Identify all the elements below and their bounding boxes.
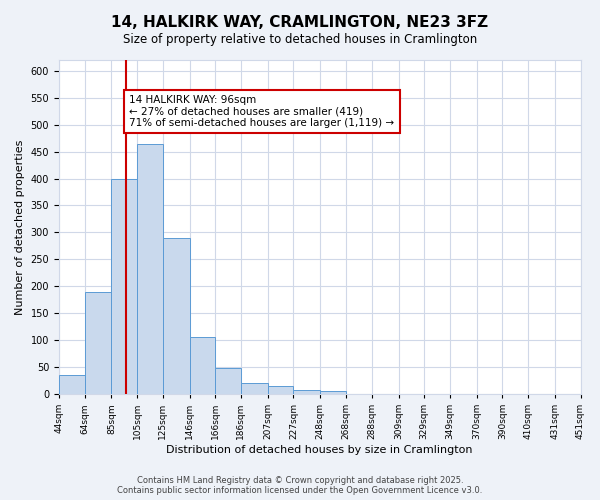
Bar xyxy=(112,178,137,394)
Bar xyxy=(85,292,112,394)
Bar xyxy=(137,144,163,394)
Text: 14, HALKIRK WAY, CRAMLINGTON, NE23 3FZ: 14, HALKIRK WAY, CRAMLINGTON, NE23 3FZ xyxy=(112,15,488,30)
Text: 14 HALKIRK WAY: 96sqm
← 27% of detached houses are smaller (419)
71% of semi-det: 14 HALKIRK WAY: 96sqm ← 27% of detached … xyxy=(130,95,394,128)
Bar xyxy=(215,368,241,394)
Bar xyxy=(268,386,293,394)
Bar xyxy=(59,375,85,394)
Y-axis label: Number of detached properties: Number of detached properties xyxy=(15,140,25,314)
X-axis label: Distribution of detached houses by size in Cramlington: Distribution of detached houses by size … xyxy=(166,445,473,455)
Bar xyxy=(293,390,320,394)
Text: Size of property relative to detached houses in Cramlington: Size of property relative to detached ho… xyxy=(123,32,477,46)
Bar xyxy=(320,392,346,394)
Bar xyxy=(190,338,215,394)
Bar xyxy=(241,384,268,394)
Text: Contains HM Land Registry data © Crown copyright and database right 2025.
Contai: Contains HM Land Registry data © Crown c… xyxy=(118,476,482,495)
Bar xyxy=(163,238,190,394)
